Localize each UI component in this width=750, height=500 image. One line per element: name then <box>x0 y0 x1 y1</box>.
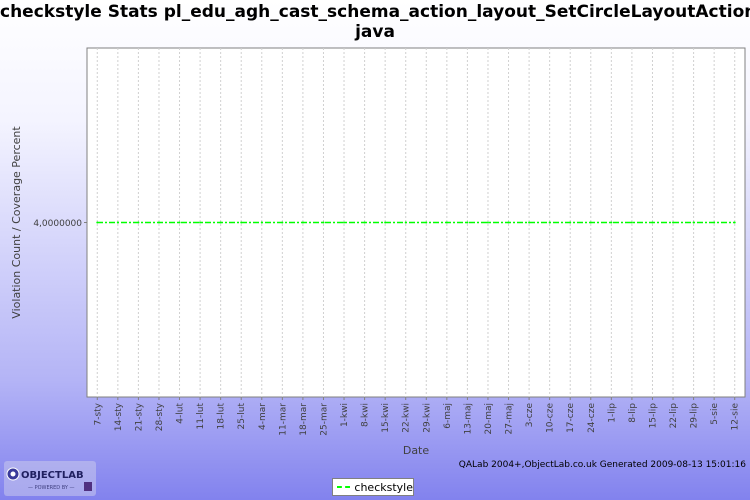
x-tick-label: 21-sty <box>134 402 144 431</box>
data-point <box>116 221 119 224</box>
x-tick-label: 18-mar <box>299 403 309 436</box>
x-tick-label: 14-sty <box>114 402 124 431</box>
y-axis-label: Violation Count / Coverage Percent <box>10 126 23 319</box>
x-tick-label: 20-maj <box>484 403 494 434</box>
x-tick-label: 25-mar <box>319 403 329 436</box>
data-point <box>589 221 592 224</box>
data-point <box>672 221 675 224</box>
x-tick-label: 24-cze <box>587 403 597 433</box>
x-tick-label: 12-sie <box>731 403 741 431</box>
data-point <box>548 221 551 224</box>
data-point <box>507 221 510 224</box>
data-point <box>486 221 489 224</box>
x-tick-label: 22-lip <box>669 403 679 429</box>
data-point <box>157 221 160 224</box>
x-tick-label: 1-kwi <box>340 403 350 427</box>
data-point <box>322 221 325 224</box>
x-tick-label: 18-lut <box>217 403 227 430</box>
x-tick-label: 29-lip <box>690 403 700 429</box>
x-tick-label: 11-mar <box>278 403 288 436</box>
data-point <box>528 221 531 224</box>
svg-text:— POWERED BY —: — POWERED BY — <box>28 485 75 491</box>
x-tick-label: 22-kwi <box>402 403 412 433</box>
data-point <box>384 221 387 224</box>
data-point <box>630 221 633 224</box>
chart-title: checkstyle Stats pl_edu_agh_cast_schema_… <box>0 2 750 42</box>
data-point <box>281 221 284 224</box>
data-point <box>240 221 243 224</box>
data-point <box>651 221 654 224</box>
x-tick-label: 7-sty <box>93 402 103 425</box>
chart-legend: checkstyle <box>332 478 414 496</box>
data-point <box>445 221 448 224</box>
data-point <box>178 221 181 224</box>
x-axis-label: Date <box>403 444 430 457</box>
x-tick-label: 4-mar <box>258 403 268 430</box>
data-point <box>713 221 716 224</box>
x-tick-label: 3-cze <box>525 403 535 428</box>
x-tick-label: 5-sie <box>710 403 720 425</box>
x-tick-label: 28-sty <box>155 402 165 431</box>
data-point <box>404 221 407 224</box>
data-point <box>610 221 613 224</box>
data-point <box>219 221 222 224</box>
x-tick-label: 13-maj <box>463 403 473 434</box>
x-tick-label: 15-lip <box>648 403 658 429</box>
data-point <box>363 221 366 224</box>
x-tick-label: 4-lut <box>176 403 186 424</box>
objectlab-logo: OBJECTLAB — POWERED BY — <box>4 461 96 496</box>
data-point <box>425 221 428 224</box>
x-tick-label: 8-kwi <box>361 403 371 427</box>
generated-footer: QALab 2004+,ObjectLab.co.uk Generated 20… <box>458 460 746 470</box>
y-tick-label: 4,0000000 <box>33 219 82 229</box>
data-point <box>260 221 263 224</box>
legend-swatch-checkstyle <box>337 486 351 488</box>
data-point <box>692 221 695 224</box>
data-point <box>301 221 304 224</box>
data-point <box>466 221 469 224</box>
svg-text:OBJECTLAB: OBJECTLAB <box>21 470 84 481</box>
data-point <box>569 221 572 224</box>
x-tick-label: 27-maj <box>505 403 515 434</box>
legend-label-checkstyle: checkstyle <box>354 480 413 494</box>
chart-title-line1: checkstyle Stats pl_edu_agh_cast_schema_… <box>0 2 750 22</box>
data-point <box>199 221 202 224</box>
x-tick-label: 1-lip <box>607 403 617 423</box>
data-point <box>343 221 346 224</box>
data-point <box>733 221 736 224</box>
x-tick-label: 17-cze <box>566 403 576 433</box>
data-point <box>96 221 99 224</box>
x-tick-label: 15-kwi <box>381 403 391 433</box>
x-tick-label: 10-cze <box>546 403 556 433</box>
x-tick-label: 25-lut <box>237 403 247 430</box>
x-tick-label: 6-maj <box>443 403 453 429</box>
x-tick-label: 8-lip <box>628 403 638 423</box>
data-point <box>137 221 140 224</box>
chart-title-line2: java <box>355 22 395 42</box>
x-tick-label: 29-kwi <box>422 403 432 433</box>
x-tick-label: 11-lut <box>196 403 206 430</box>
